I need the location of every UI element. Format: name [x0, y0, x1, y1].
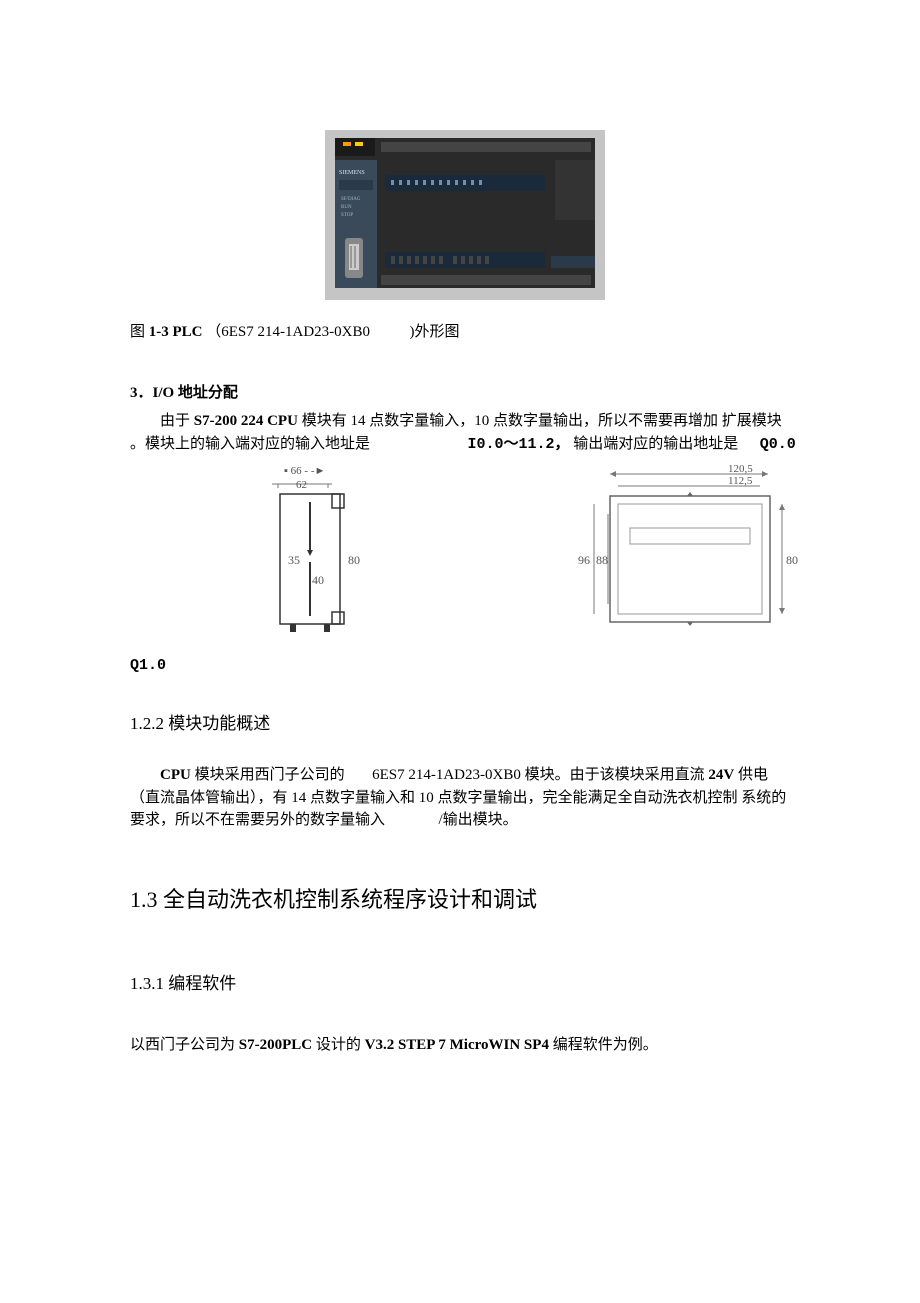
svg-text:SIEMENS: SIEMENS	[339, 170, 365, 176]
svg-text:35: 35	[288, 553, 300, 567]
io-line2-mid: 输出端对应的输出地址是	[573, 436, 738, 452]
io-paragraph-2: 。模块上的输入端对应的输入地址是 I0.0～11.2， 输出端对应的输出地址是 …	[130, 433, 800, 457]
md-t2: 模块。由于该模块采用直流	[521, 767, 709, 783]
md-t3: 供电	[734, 767, 768, 783]
io-cpu-model: S7-200 224 CPU	[194, 413, 298, 429]
io-output-start: Q0.0	[760, 436, 796, 453]
heading-1-3: 1.3 全自动洗衣机控制系统程序设计和调试	[130, 882, 800, 914]
svg-text:80: 80	[348, 553, 360, 567]
sw-ver: V3.2 STEP 7 MicroWIN SP4	[365, 1037, 553, 1053]
module-description: CPU 模块采用西门子公司的 6ES7 214-1AD23-0XB0 模块。由于…	[130, 764, 800, 787]
caption-fig-num: 1-3 PLC	[149, 324, 203, 340]
svg-text:96: 96	[578, 553, 590, 567]
svg-text:112,5: 112,5	[728, 475, 753, 487]
heading-1-2-2: 1.2.2 模块功能概述	[130, 709, 800, 734]
plc-device-photo: SIEMENS SF/DIAG RUN STOP	[325, 130, 605, 300]
md-line2-tail: /输出模块。	[439, 812, 518, 828]
io-input-range: I0.0～11.2，	[468, 436, 570, 453]
svg-text:RUN: RUN	[341, 205, 352, 210]
q-output-label: Q1.0	[130, 657, 800, 674]
svg-text:88: 88	[596, 553, 608, 567]
svg-text:▪ 66 - -►: ▪ 66 - -►	[284, 465, 325, 477]
heading-1-3-1: 1.3.1 编程软件	[130, 969, 800, 994]
module-description-2: （直流晶体管输出），有 14 点数字量输入和 10 点数字量输出，完全能满足全自…	[130, 787, 800, 832]
caption-prefix: 图	[130, 324, 149, 340]
io-para-mid1: 模块有 14 点数字量输入，10 点数字量输出，所以不需要再增加 扩展模块	[298, 413, 782, 429]
dimension-diagram-a: ▪ 66 - -► 62 35 80 40	[260, 464, 400, 644]
md-model: 6ES7 214-1AD23-0XB0	[372, 767, 521, 783]
io-line2-pre: 。模块上的输入端对应的输入地址是	[130, 436, 370, 452]
svg-text:SF/DIAG: SF/DIAG	[341, 197, 361, 202]
md-t1: 模块采用西门子公司的	[191, 767, 345, 783]
figure-caption: 图 1-3 PLC （6ES7 214-1AD23-0XB0 )外形图	[130, 320, 800, 341]
dimension-diagrams-row: ▪ 66 - -► 62 35 80 40 120,5 112,5 96 88	[130, 464, 800, 649]
cpu-label: CPU	[160, 767, 191, 783]
caption-suffix: )外形图	[410, 324, 460, 340]
dimension-diagram-b: 120,5 112,5 96 88 80	[560, 464, 800, 644]
svg-text:80: 80	[786, 553, 798, 567]
sw-mid: 设计的	[312, 1037, 365, 1053]
svg-text:STOP: STOP	[341, 213, 353, 218]
caption-model: （6ES7 214-1AD23-0XB0	[206, 324, 370, 340]
io-para-pre: 由于	[160, 413, 194, 429]
md-volt: 24V	[708, 767, 734, 783]
io-section-title: 3．I/O 地址分配	[130, 381, 800, 402]
software-line: 以西门子公司为 S7-200PLC 设计的 V3.2 STEP 7 MicroW…	[130, 1034, 800, 1057]
io-paragraph-1: 由于 S7-200 224 CPU 模块有 14 点数字量输入，10 点数字量输…	[130, 410, 800, 433]
svg-text:62: 62	[296, 479, 307, 491]
plc-photo-container: SIEMENS SF/DIAG RUN STOP	[130, 130, 800, 300]
sw-tail: 编程软件为例。	[553, 1037, 658, 1053]
svg-text:40: 40	[312, 573, 324, 587]
sw-plc: S7-200PLC	[239, 1037, 312, 1053]
sw-pre: 以西门子公司为	[130, 1037, 239, 1053]
svg-text:120,5: 120,5	[728, 464, 753, 475]
